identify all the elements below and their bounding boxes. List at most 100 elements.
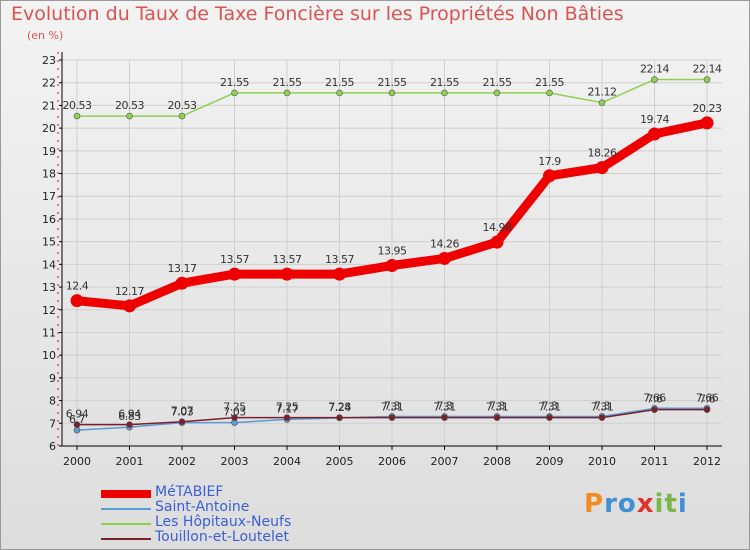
data-label: 14.26 (430, 237, 459, 250)
series-point (178, 112, 186, 120)
logo-letter: P (584, 489, 605, 519)
logo-letter: i (654, 489, 665, 519)
data-label: 7.17 (276, 402, 299, 415)
data-label: 21.55 (273, 76, 302, 89)
series-point (385, 258, 399, 272)
data-label: 20.53 (168, 99, 197, 112)
data-label: 13.57 (325, 253, 354, 266)
x-tick-label: 2004 (273, 455, 301, 468)
data-label: 7.3 (542, 399, 558, 412)
data-label: 7.3 (384, 399, 400, 412)
series-point (441, 89, 448, 97)
data-label: 7.3 (594, 399, 610, 412)
series-point (280, 267, 294, 281)
y-tick-label: 14 (42, 258, 56, 271)
data-label: 19.74 (640, 113, 669, 126)
y-tick-label: 12 (42, 304, 56, 317)
data-label: 7.66 (696, 391, 719, 404)
data-label: 17.9 (538, 155, 561, 168)
legend-swatch-les-hopitaux-neufs (101, 523, 151, 525)
series-point (388, 414, 396, 421)
data-label: 21.55 (220, 76, 249, 89)
y-tick-label: 21 (42, 99, 56, 112)
data-label: 7.3 (489, 399, 505, 412)
series-point (123, 299, 136, 313)
data-label: 7.03 (223, 406, 246, 419)
data-label: 22.14 (640, 63, 669, 76)
x-tick-label: 2003 (221, 455, 249, 468)
data-label: 20.53 (115, 99, 144, 112)
y-tick-label: 10 (42, 349, 56, 362)
x-tick-label: 2005 (326, 455, 354, 468)
x-tick-label: 2011 (641, 455, 669, 468)
data-label: 21.55 (325, 76, 354, 89)
data-label: 20.23 (693, 102, 722, 115)
series-point (700, 116, 714, 130)
legend-swatch-touillon-et-loutelet (101, 538, 151, 540)
data-label: 18.26 (588, 147, 617, 160)
series-point (228, 267, 241, 281)
series-point (231, 89, 238, 97)
data-label: 6.83 (118, 410, 141, 423)
series-point (703, 76, 711, 83)
series-point (703, 406, 711, 413)
logo-letter: t (664, 489, 678, 519)
series-point (651, 406, 658, 413)
data-label: 7.28 (328, 401, 351, 414)
series-point (175, 276, 189, 290)
data-label: 6.7 (69, 413, 85, 426)
x-tick-label: 2008 (483, 455, 511, 468)
series-point (73, 421, 81, 428)
series-point (73, 426, 81, 434)
x-tick-label: 2001 (116, 455, 144, 468)
series-point (336, 414, 343, 421)
series-point (598, 414, 606, 421)
data-label: 13.57 (273, 253, 302, 266)
logo-letter: o (617, 489, 637, 519)
x-tick-label: 2010 (588, 455, 616, 468)
series-point (388, 89, 396, 97)
data-label: 7.31 (433, 401, 456, 414)
series-point (493, 89, 501, 97)
legend-label: Les Hôpitaux-Neufs (155, 514, 292, 530)
series-point (546, 89, 553, 97)
logo-letter: x (636, 489, 655, 519)
x-tick-label: 2007 (431, 455, 459, 468)
x-tick-label: 2012 (693, 455, 721, 468)
data-label: 7.3 (437, 399, 453, 412)
series-point (178, 418, 186, 426)
y-tick-label: 8 (49, 395, 56, 408)
data-label: 7.25 (223, 401, 246, 414)
y-tick-label: 7 (49, 417, 56, 430)
x-tick-label: 2000 (63, 455, 91, 468)
y-tick-label: 19 (42, 145, 56, 158)
data-label: 13.17 (168, 262, 197, 275)
series-point (231, 414, 238, 421)
legend-swatch-metabief (101, 490, 151, 498)
y-tick-label: 11 (42, 326, 56, 339)
data-label: 21.55 (430, 76, 459, 89)
series-point (333, 267, 346, 281)
legend-label: MéTABIEF (155, 484, 224, 500)
data-label: 7.03 (171, 406, 194, 419)
y-tick-label: 18 (42, 168, 56, 181)
data-label: 7.6 (699, 393, 715, 406)
y-tick-label: 6 (49, 440, 56, 453)
legend-label: Saint-Antoine (155, 499, 250, 515)
series-point (441, 414, 448, 421)
data-label: 7.31 (381, 401, 404, 414)
x-tick-label: 2006 (378, 455, 406, 468)
data-label: 7.31 (538, 401, 561, 414)
series-point (336, 89, 343, 97)
series-point (70, 294, 84, 308)
series-point (283, 89, 291, 97)
series-point (126, 421, 133, 428)
y-tick-label: 9 (49, 372, 56, 385)
series-point (490, 235, 504, 249)
data-label: 7.31 (486, 401, 509, 414)
x-tick-label: 2009 (536, 455, 564, 468)
chart-title: Evolution du Taux de Taxe Foncière sur l… (11, 3, 624, 25)
data-label: 12.4 (66, 280, 89, 293)
y-tick-label: 22 (42, 77, 56, 90)
